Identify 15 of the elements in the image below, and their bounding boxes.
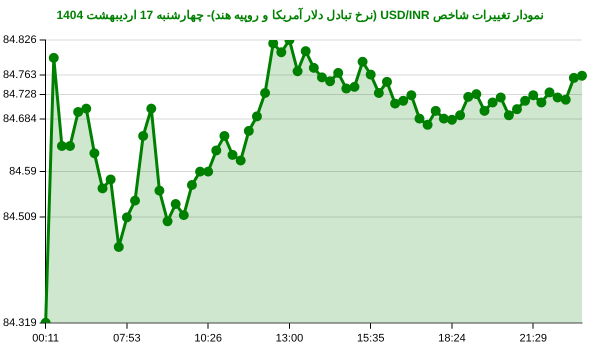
y-tick-label: 84.728	[2, 88, 37, 101]
chart-title: نمودار تغییرات شاخص USD/INR (نرخ تبادل دلار آمریکا و روپیه هند)- چهارشنبه 17 اردیبهشت 1404	[55, 6, 545, 24]
y-tick-label: 84.509	[2, 210, 37, 223]
y-tick-label: 84.684	[2, 113, 37, 126]
x-tick-label: 07:53	[113, 332, 141, 344]
x-tick-label: 18:24	[438, 332, 466, 344]
x-tick-label: 15:35	[356, 332, 384, 344]
x-tick-label: 21:29	[519, 332, 548, 344]
y-tick-label: 84.763	[2, 69, 37, 82]
y-tick-label: 84.826	[2, 34, 37, 46]
y-tick-label: 84.319	[2, 316, 37, 329]
x-tick-label: 00:11	[32, 332, 60, 344]
y-tick-label: 84.59	[9, 166, 37, 178]
x-tick-label: 10:26	[194, 332, 222, 344]
x-tick-label: 13:00	[276, 332, 304, 344]
